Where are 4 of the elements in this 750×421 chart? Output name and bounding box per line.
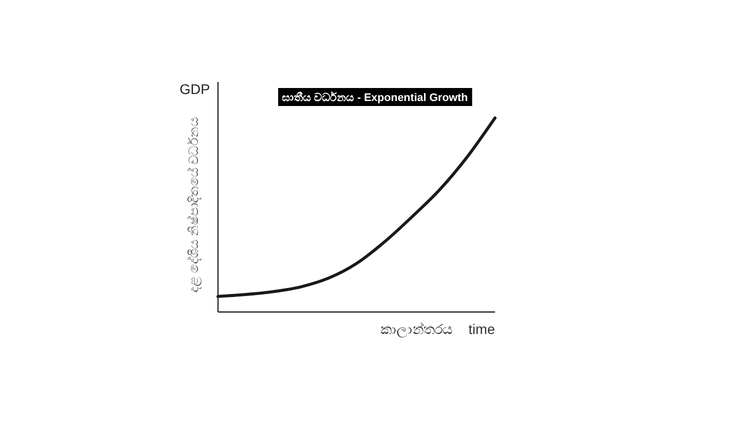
- text: GDP: [180, 81, 210, 97]
- y-axis-title: දළ දේශීය නිෂ්පාදිතයේ වර්ධනය: [186, 118, 202, 292]
- chart-title: ඝාතීය වර්ධනය - Exponential Growth: [282, 90, 468, 104]
- x-axis-title: කාලාන්තරය time: [380, 321, 496, 338]
